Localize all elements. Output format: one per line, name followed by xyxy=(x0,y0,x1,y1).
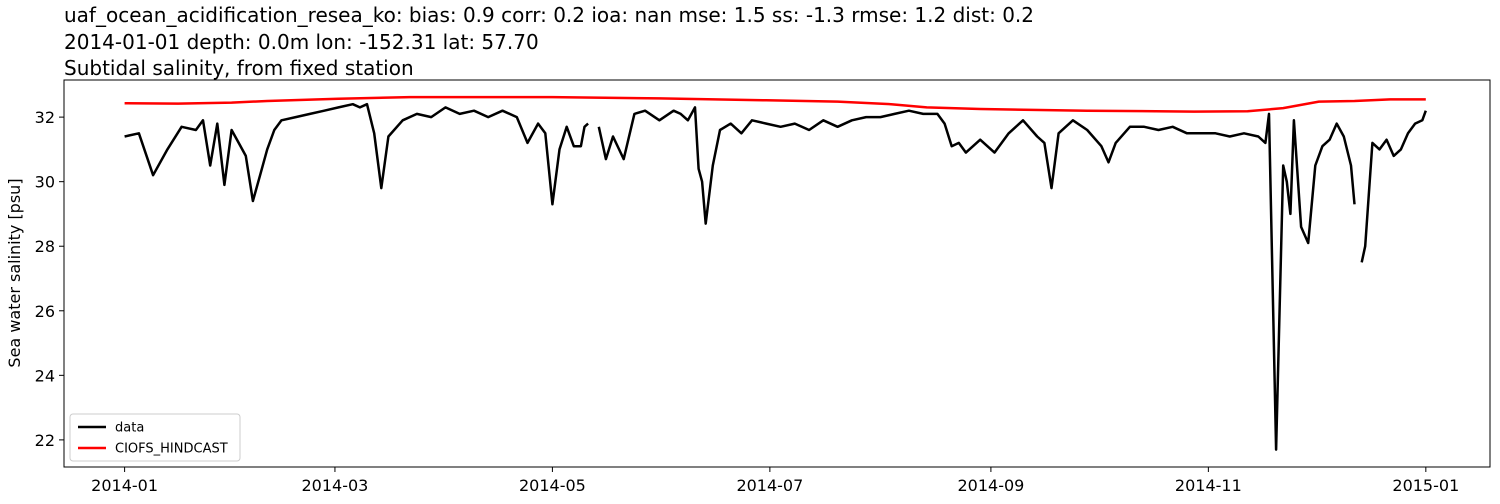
x-tick-label: 2014-09 xyxy=(957,476,1024,495)
legend-box xyxy=(69,413,241,462)
title-line: uaf_ocean_acidification_resea_ko: bias: … xyxy=(64,3,1034,27)
y-axis-label: Sea water salinity [psu] xyxy=(5,178,24,367)
legend: data CIOFS_HINDCAST xyxy=(69,413,241,462)
y-tick-label: 22 xyxy=(35,431,55,450)
x-tick-label: 2014-03 xyxy=(302,476,369,495)
y-tick-label: 32 xyxy=(35,108,55,127)
title-line: Subtidal salinity, from fixed station xyxy=(64,56,414,80)
x-tick-label: 2014-01 xyxy=(91,476,158,495)
y-tick-label: 28 xyxy=(35,237,55,256)
plot-frame xyxy=(63,79,1491,468)
y-tick-label: 24 xyxy=(35,366,55,385)
x-tick-label: 2015-01 xyxy=(1392,476,1459,495)
y-tick-label: 30 xyxy=(35,173,55,192)
series-line xyxy=(124,95,1426,113)
x-tick-label: 2014-05 xyxy=(519,476,586,495)
series-line xyxy=(124,102,1427,451)
x-tick-label: 2014-07 xyxy=(736,476,803,495)
x-tick-label: 2014-11 xyxy=(1175,476,1242,495)
legend-label: CIOFS_HINDCAST xyxy=(115,442,228,457)
title-line: 2014-01-01 depth: 0.0m lon: -152.31 lat:… xyxy=(64,30,539,54)
legend-label: data xyxy=(115,421,144,436)
y-tick-label: 26 xyxy=(35,302,55,321)
